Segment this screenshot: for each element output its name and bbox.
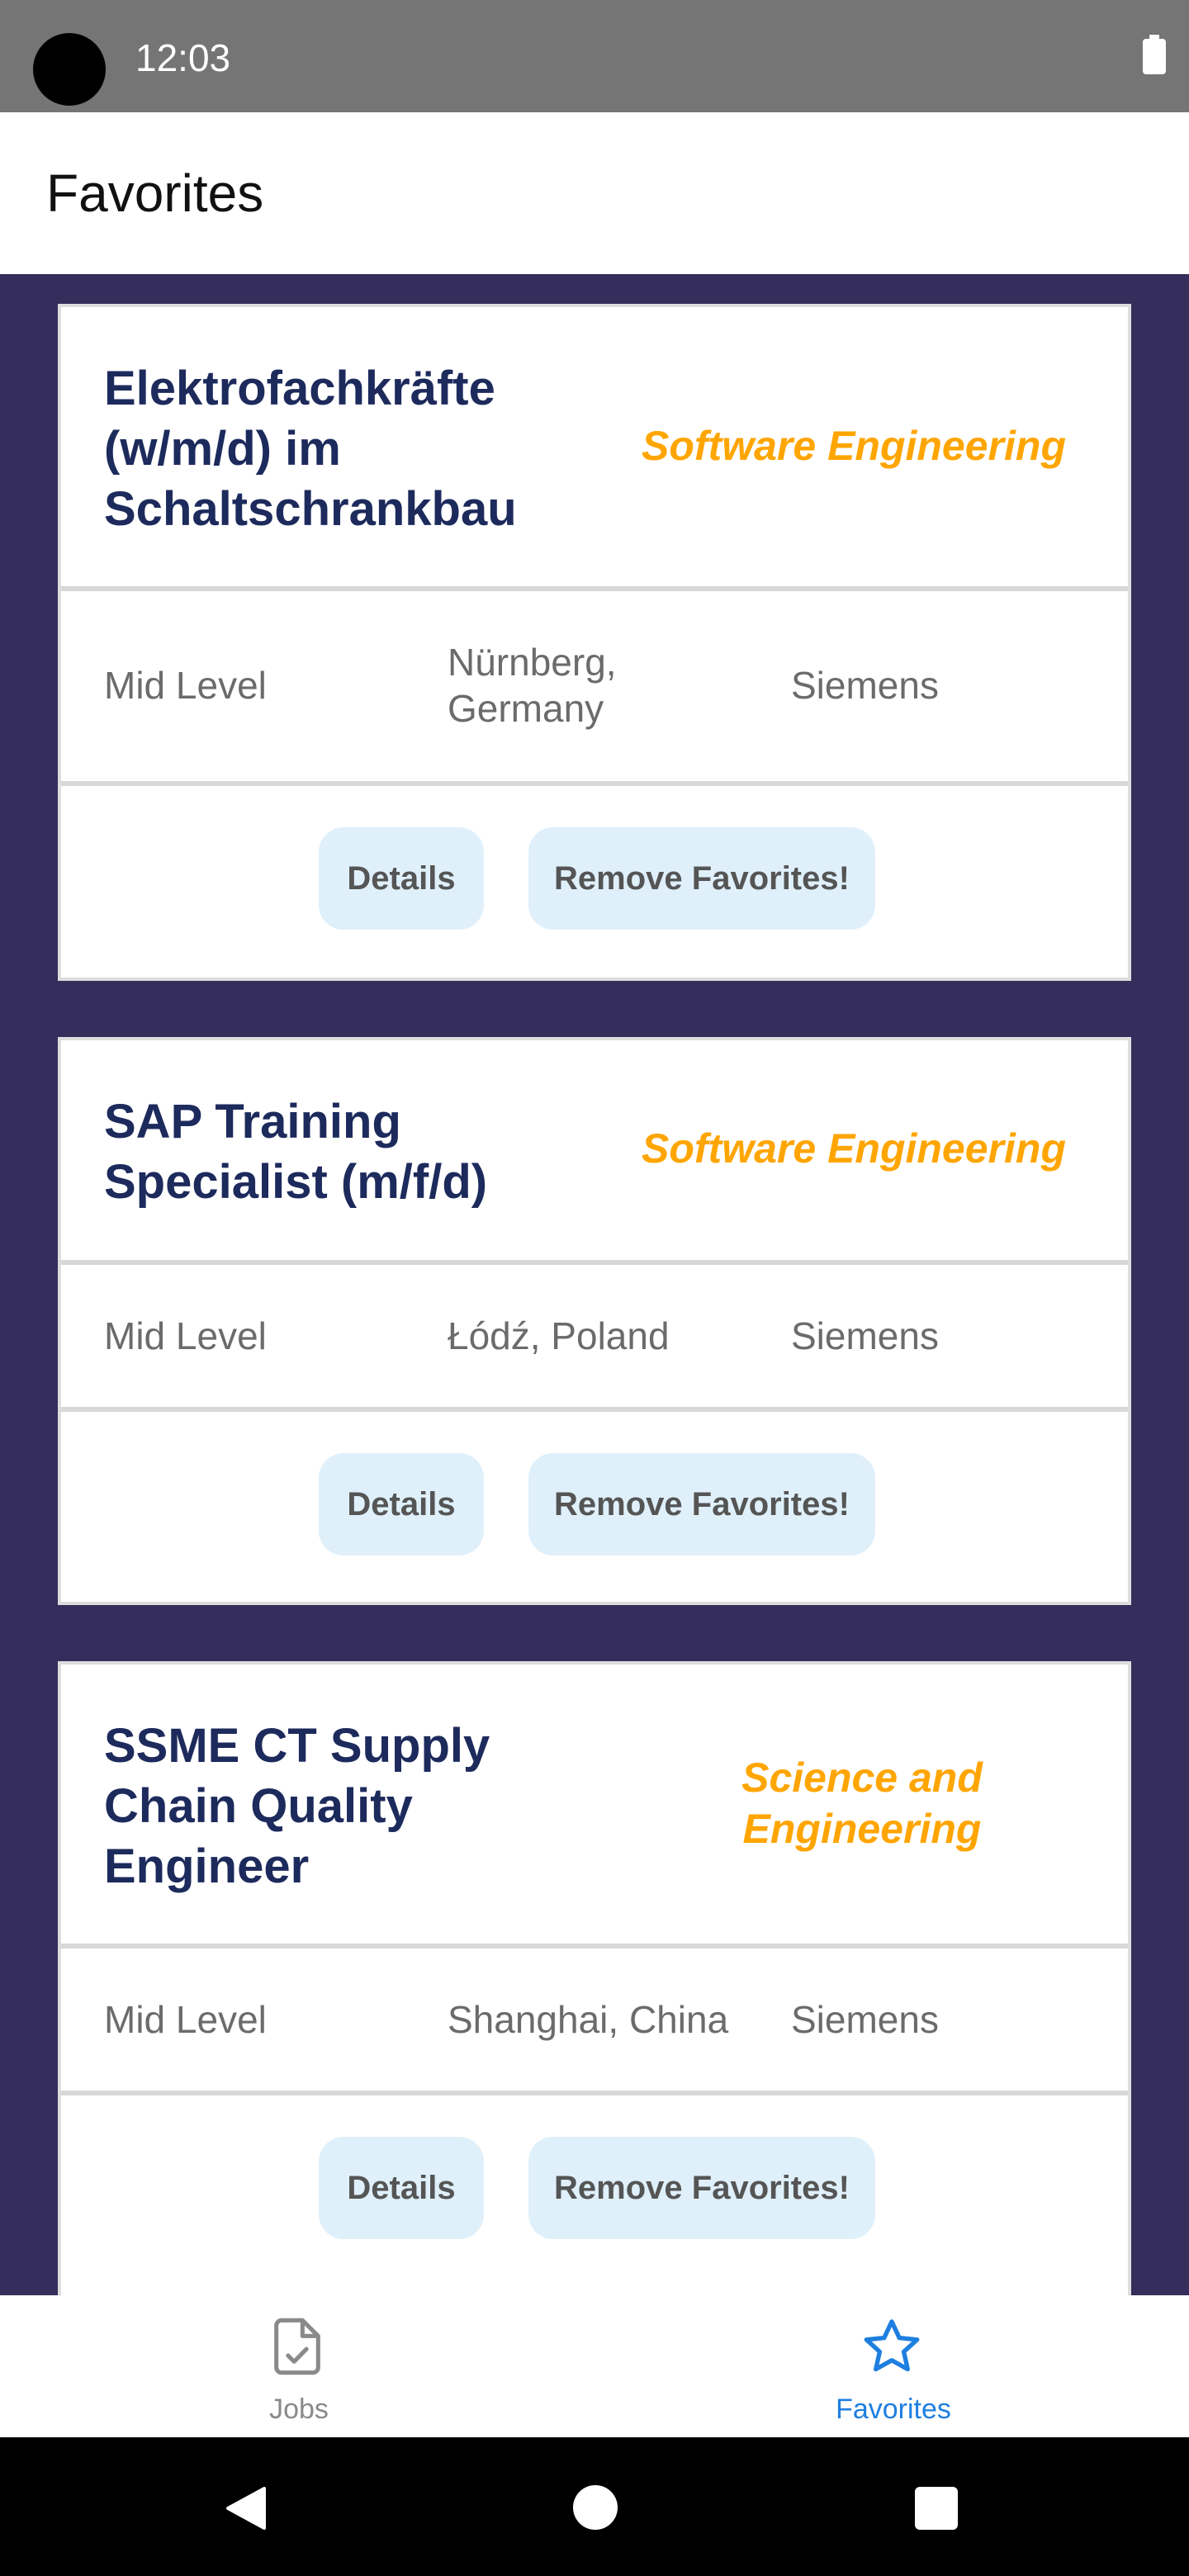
- job-card-meta: Mid Level Łódź, Poland Siemens: [61, 1265, 1128, 1412]
- details-button[interactable]: Details: [319, 1453, 484, 1556]
- job-location: Łódź, Poland: [448, 1314, 670, 1357]
- job-card-meta: Mid Level Nürnberg, Germany Siemens: [61, 591, 1128, 786]
- job-level: Mid Level: [104, 1998, 267, 2041]
- star-outline-icon: [864, 2319, 920, 2372]
- nav-item-jobs[interactable]: Jobs: [0, 2295, 594, 2437]
- status-bar: 12:03: [0, 0, 1189, 112]
- job-location: Shanghai, China: [448, 1998, 729, 2041]
- job-card: SAP Training Specialist (m/f/d) Software…: [58, 1037, 1131, 1605]
- job-category: Science and Engineering: [741, 1754, 983, 1852]
- job-category: Software Engineering: [642, 1125, 1066, 1172]
- job-card-header: SSME CT Supply Chain Quality Engineer Sc…: [61, 1664, 1128, 1949]
- document-check-icon: [274, 2318, 320, 2375]
- job-card: SSME CT Supply Chain Quality Engineer Sc…: [58, 1661, 1131, 2295]
- job-level: Mid Level: [104, 664, 267, 707]
- job-title: SSME CT Supply Chain Quality Engineer: [104, 1719, 490, 1893]
- page-title: Favorites: [46, 163, 264, 223]
- job-company: Siemens: [791, 1998, 939, 2041]
- job-card-header: Elektrofachkräfte (w/m/d) im Schaltschra…: [61, 307, 1128, 591]
- remove-favorite-button[interactable]: Remove Favorites!: [528, 1453, 875, 1556]
- nav-item-favorites[interactable]: Favorites: [594, 2295, 1189, 2437]
- remove-favorite-button[interactable]: Remove Favorites!: [528, 827, 875, 930]
- job-company: Siemens: [791, 664, 939, 707]
- app-header: Favorites: [0, 112, 1189, 274]
- details-button[interactable]: Details: [319, 2137, 484, 2239]
- home-icon[interactable]: [573, 2485, 618, 2530]
- job-card-actions: Details Remove Favorites!: [61, 786, 1128, 978]
- details-button[interactable]: Details: [319, 827, 484, 930]
- job-company: Siemens: [791, 1314, 939, 1357]
- back-icon[interactable]: [223, 2485, 269, 2531]
- job-card-actions: Details Remove Favorites!: [61, 1412, 1128, 1602]
- job-location: Nürnberg, Germany: [448, 641, 617, 730]
- bottom-nav: Jobs Favorites: [0, 2295, 1189, 2437]
- job-title: SAP Training Specialist (m/f/d): [104, 1095, 488, 1209]
- battery-icon: [1143, 35, 1166, 74]
- recents-icon[interactable]: [915, 2487, 958, 2530]
- system-nav-bar: [0, 2437, 1189, 2576]
- camera-cutout: [33, 33, 106, 106]
- favorites-list[interactable]: Elektrofachkräfte (w/m/d) im Schaltschra…: [0, 274, 1189, 2295]
- job-level: Mid Level: [104, 1314, 267, 1357]
- job-category: Software Engineering: [642, 423, 1066, 469]
- job-title: Elektrofachkräfte (w/m/d) im Schaltschra…: [104, 362, 517, 536]
- job-card: Elektrofachkräfte (w/m/d) im Schaltschra…: [58, 304, 1131, 981]
- nav-label-favorites: Favorites: [836, 2394, 951, 2425]
- job-card-header: SAP Training Specialist (m/f/d) Software…: [61, 1040, 1128, 1265]
- job-card-actions: Details Remove Favorites!: [61, 2095, 1128, 2289]
- remove-favorite-button[interactable]: Remove Favorites!: [528, 2137, 875, 2239]
- status-time: 12:03: [135, 36, 231, 79]
- job-card-meta: Mid Level Shanghai, China Siemens: [61, 1949, 1128, 2095]
- nav-label-jobs: Jobs: [269, 2394, 329, 2425]
